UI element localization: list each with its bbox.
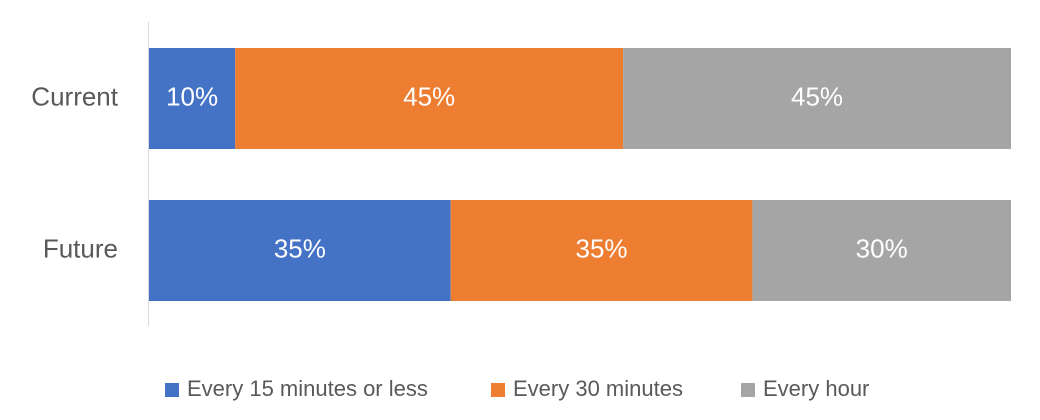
bar-segment-future-series-1 [149,200,451,301]
legend-swatch-2 [491,383,505,397]
category-label-current: Current [31,81,118,111]
legend-swatch-3 [741,383,755,397]
bar-segment-current-series-2 [235,48,624,149]
data-label-future-series-3: 30% [856,233,908,263]
category-labels: Current Future [31,81,118,263]
legend-label-3: Every hour [763,376,869,401]
data-label-future-series-1: 35% [274,233,326,263]
legend-swatch-1 [165,383,179,397]
bar-segment-current-series-3 [623,48,1011,149]
bars-group: 10% 45% 45% 35% 35% 30% [149,48,1011,301]
legend-label-2: Every 30 minutes [513,376,683,401]
legend-label-1: Every 15 minutes or less [187,376,428,401]
data-label-current-series-2: 45% [403,81,455,111]
legend: Every 15 minutes or less Every 30 minutes… [165,376,869,401]
category-label-future: Future [43,233,118,263]
data-label-current-series-1: 10% [166,81,218,111]
data-label-future-series-2: 35% [576,233,628,263]
data-label-current-series-3: 45% [791,81,843,111]
bar-segment-current-series-1 [149,48,236,149]
bar-segment-future-series-3 [752,200,1011,301]
bar-segment-future-series-2 [450,200,753,301]
